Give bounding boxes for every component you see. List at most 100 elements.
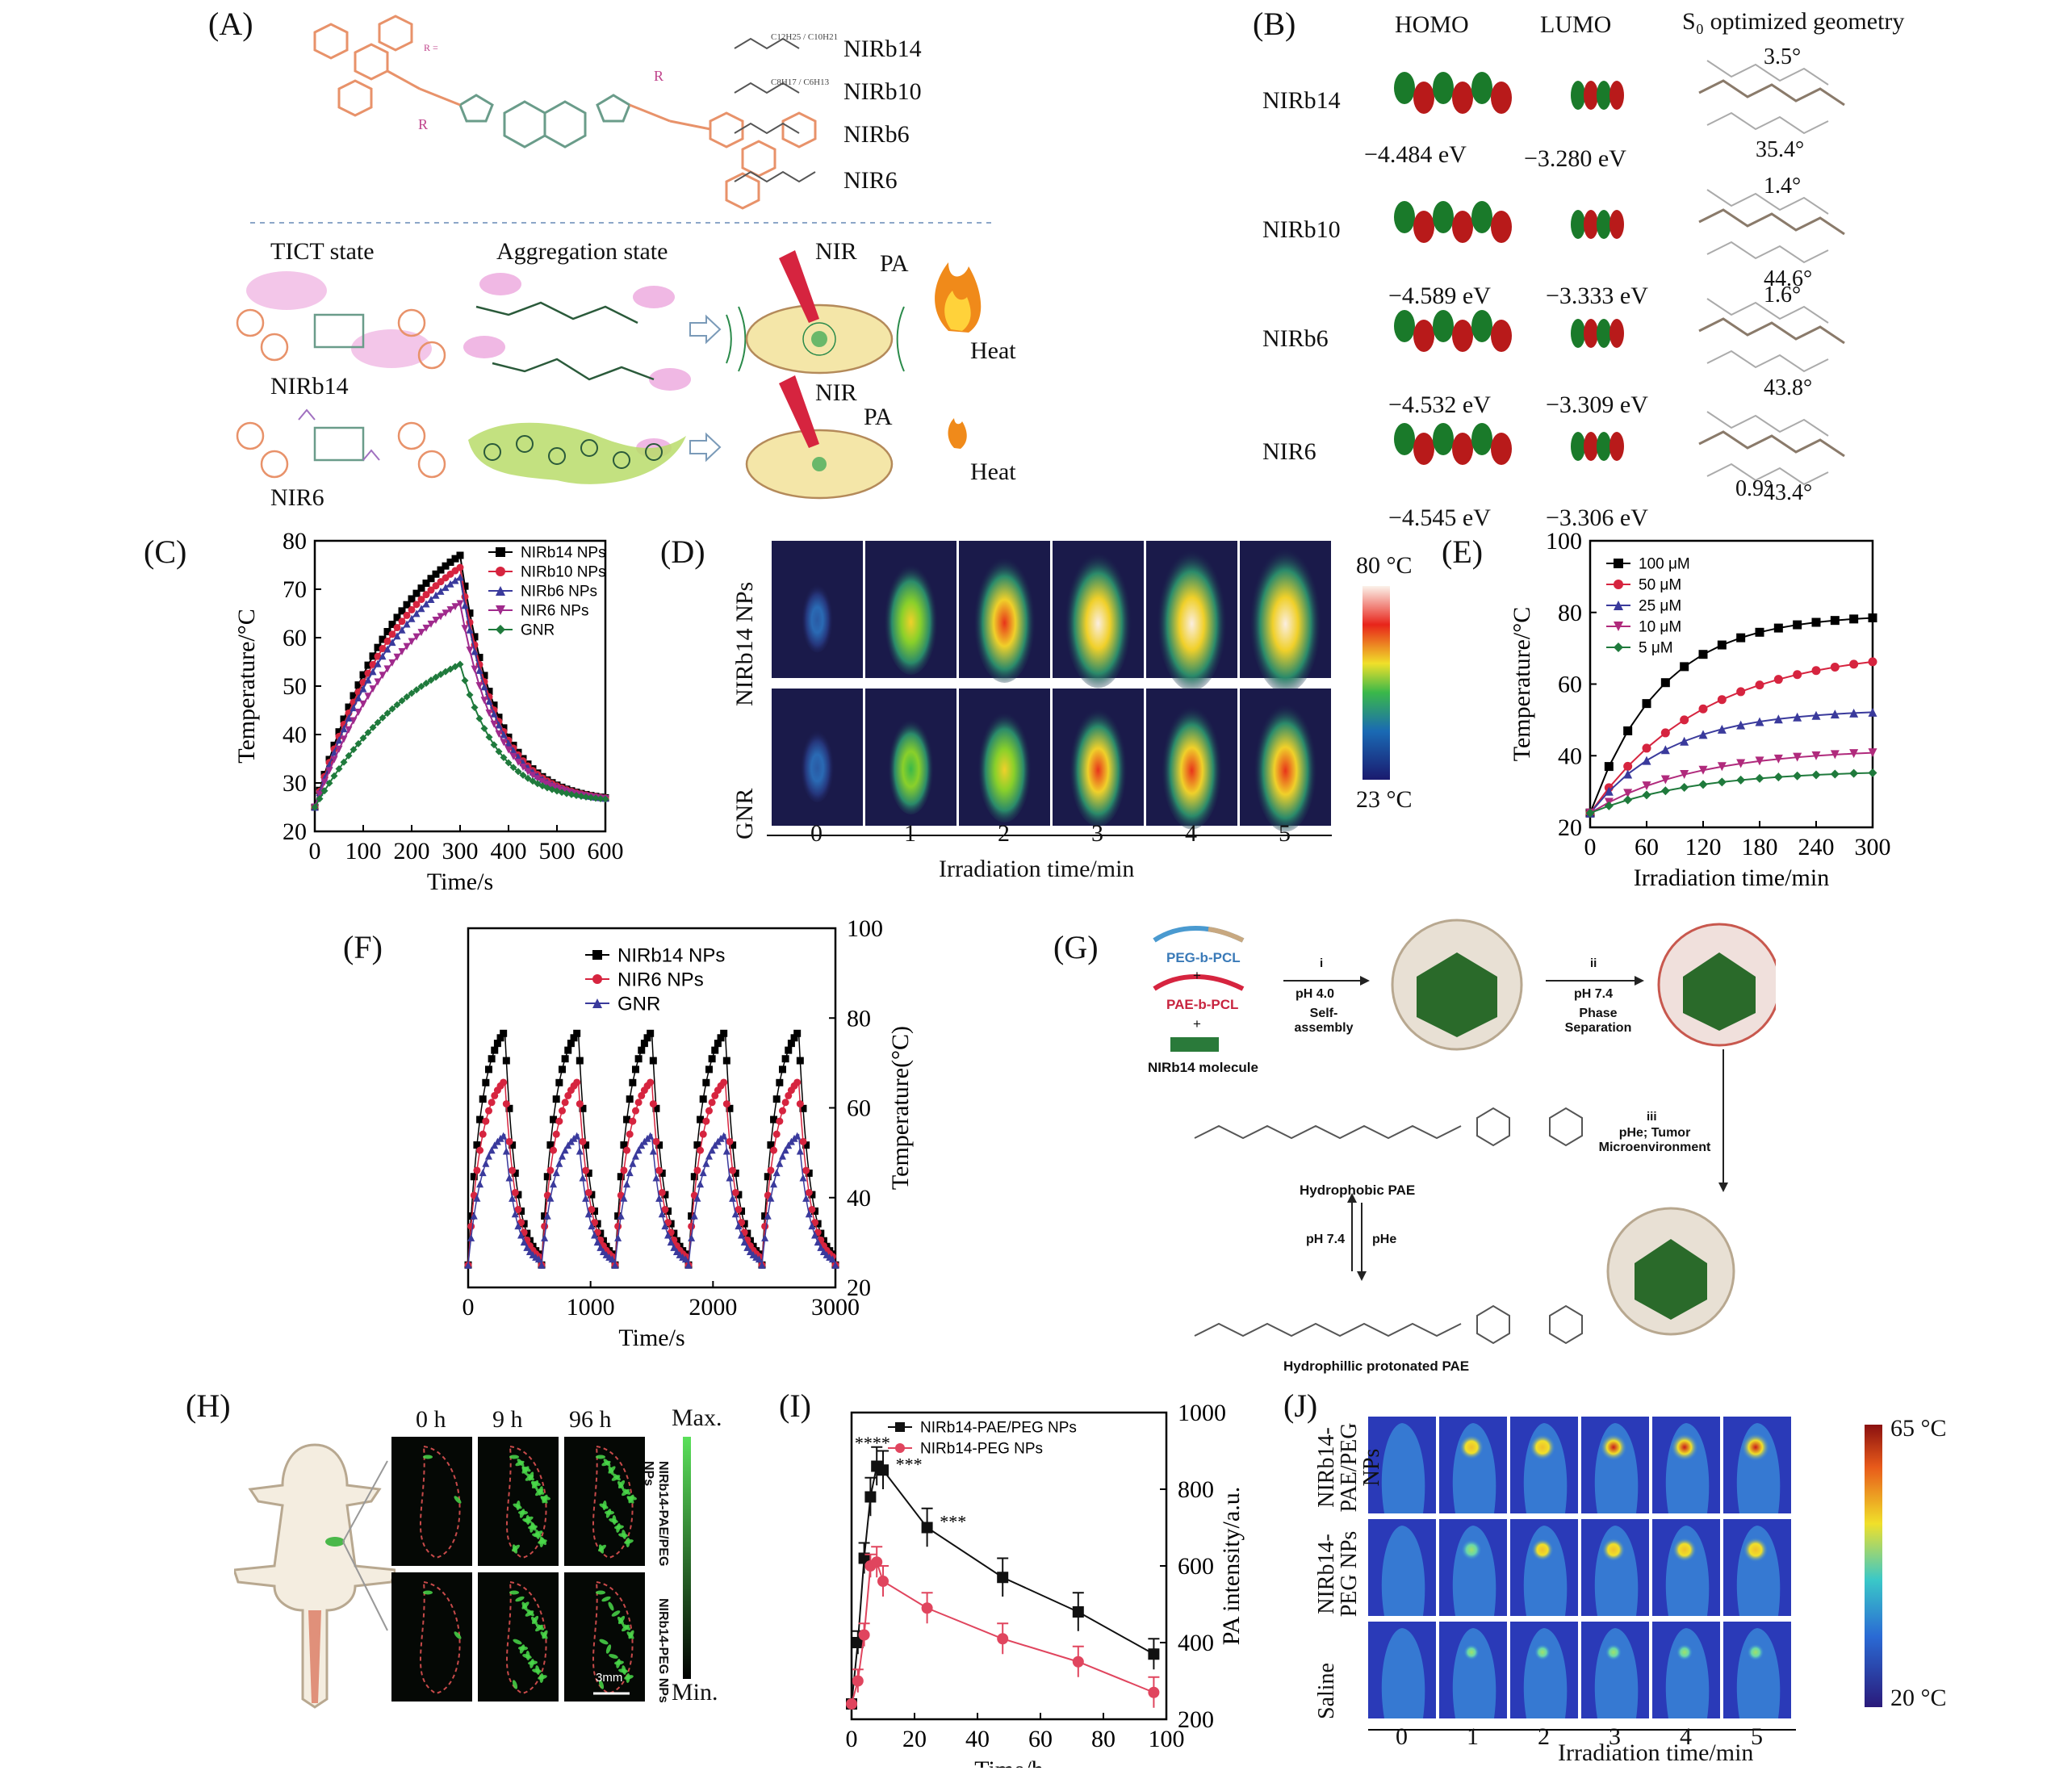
data-point	[778, 1107, 786, 1115]
b-row-name: NIRb10	[1262, 216, 1341, 243]
data-point	[388, 705, 396, 713]
data-point	[743, 1243, 751, 1251]
y-tick-label: 40	[1558, 743, 1582, 769]
data-point	[1736, 759, 1746, 768]
data-point	[814, 1238, 822, 1246]
data-point	[555, 1117, 563, 1125]
pae-structures	[1194, 1107, 1583, 1345]
thermal-spot	[1459, 1435, 1484, 1459]
legend-marker	[592, 950, 602, 960]
data-point	[476, 1116, 484, 1124]
data-point	[1680, 736, 1689, 746]
y-tick-label: 400	[1178, 1630, 1214, 1656]
data-point	[576, 1147, 584, 1155]
d-time-tick: 5	[1279, 820, 1291, 847]
pa-signal	[617, 1480, 626, 1489]
data-point	[555, 1159, 563, 1167]
data-point	[546, 1194, 555, 1202]
data-point	[787, 1040, 795, 1048]
data-point	[456, 600, 464, 608]
data-point	[697, 1146, 705, 1154]
data-point	[921, 1602, 933, 1614]
series-nirb14-peg-nps	[846, 1546, 1160, 1710]
data-point	[408, 605, 416, 613]
data-point	[1811, 710, 1821, 720]
data-point	[541, 1222, 549, 1230]
y-tick-label: 200	[1178, 1706, 1214, 1733]
data-point	[1680, 770, 1689, 780]
data-point	[1811, 770, 1821, 780]
data-point	[1830, 750, 1840, 760]
h-scale-max: Max.	[672, 1404, 722, 1431]
data-point	[726, 1174, 734, 1182]
legend-label: NIR6 NPs	[617, 969, 704, 990]
data-point	[561, 1055, 569, 1063]
data-point	[593, 1238, 601, 1246]
y-tick-label: 80	[283, 528, 307, 555]
data-point	[601, 795, 609, 803]
pa-signal	[601, 1596, 611, 1602]
data-point	[520, 1238, 528, 1246]
data-point	[1755, 717, 1764, 726]
data-point	[500, 730, 508, 739]
row-label-gnr: GNR	[731, 788, 758, 839]
data-point	[1868, 768, 1877, 777]
data-point	[582, 1141, 590, 1149]
data-point	[793, 1029, 802, 1037]
data-point	[697, 1116, 705, 1124]
data-point	[652, 1137, 660, 1145]
data-point	[997, 1633, 1009, 1645]
series-line	[1589, 751, 1873, 814]
data-point	[476, 1146, 484, 1154]
data-point	[330, 772, 338, 780]
data-point	[488, 1055, 496, 1063]
dihedral-angle-1: 3.5°	[1764, 44, 1802, 69]
tumor-outline	[592, 1445, 634, 1559]
data-point	[451, 603, 459, 611]
panel-label-i: (I)	[779, 1388, 811, 1424]
data-point	[785, 1046, 793, 1054]
data-point	[564, 1141, 572, 1149]
series-line	[314, 602, 606, 808]
data-point	[785, 1091, 793, 1099]
peg-b-pcl-label: PEG-b-PCL	[1166, 950, 1241, 965]
data-point	[638, 1141, 646, 1149]
data-point	[781, 1099, 789, 1107]
data-point	[393, 701, 401, 709]
data-point	[705, 1107, 713, 1115]
j-time-tick: 1	[1467, 1723, 1479, 1750]
x-axis-title: Time/s	[618, 1325, 684, 1351]
data-point	[776, 1078, 784, 1086]
data-point	[374, 678, 382, 686]
thermal-grid-d	[767, 539, 1332, 836]
data-point	[432, 582, 440, 590]
data-point	[359, 734, 367, 742]
data-point	[335, 728, 343, 736]
pa-signal	[596, 1455, 605, 1459]
data-point	[1830, 710, 1840, 719]
pa-signal	[627, 1496, 637, 1501]
data-point	[1642, 781, 1651, 791]
data-point	[1868, 707, 1877, 717]
data-point	[541, 1212, 549, 1220]
data-point	[708, 1055, 716, 1063]
data-point	[509, 747, 517, 755]
d-scale-min: 23 °C	[1356, 786, 1413, 813]
data-point	[509, 1166, 517, 1174]
pa-signal	[603, 1459, 611, 1467]
data-point	[623, 1146, 631, 1154]
geometry-structure	[1698, 60, 1845, 135]
x-tick-label: 400	[491, 838, 527, 864]
data-point	[505, 1137, 513, 1145]
data-point	[631, 1107, 639, 1115]
data-point	[354, 694, 362, 702]
data-point	[1642, 743, 1651, 753]
x-tick-label: 500	[539, 838, 576, 864]
dihedral-angle-2: 43.8°	[1764, 375, 1813, 400]
header-geometry: S₀ optimized geometry	[1682, 8, 1905, 35]
mouse-silhouette	[1665, 1628, 1710, 1718]
data-point	[340, 758, 348, 766]
data-point	[711, 1141, 719, 1149]
lumo-orbital	[1571, 319, 1624, 348]
